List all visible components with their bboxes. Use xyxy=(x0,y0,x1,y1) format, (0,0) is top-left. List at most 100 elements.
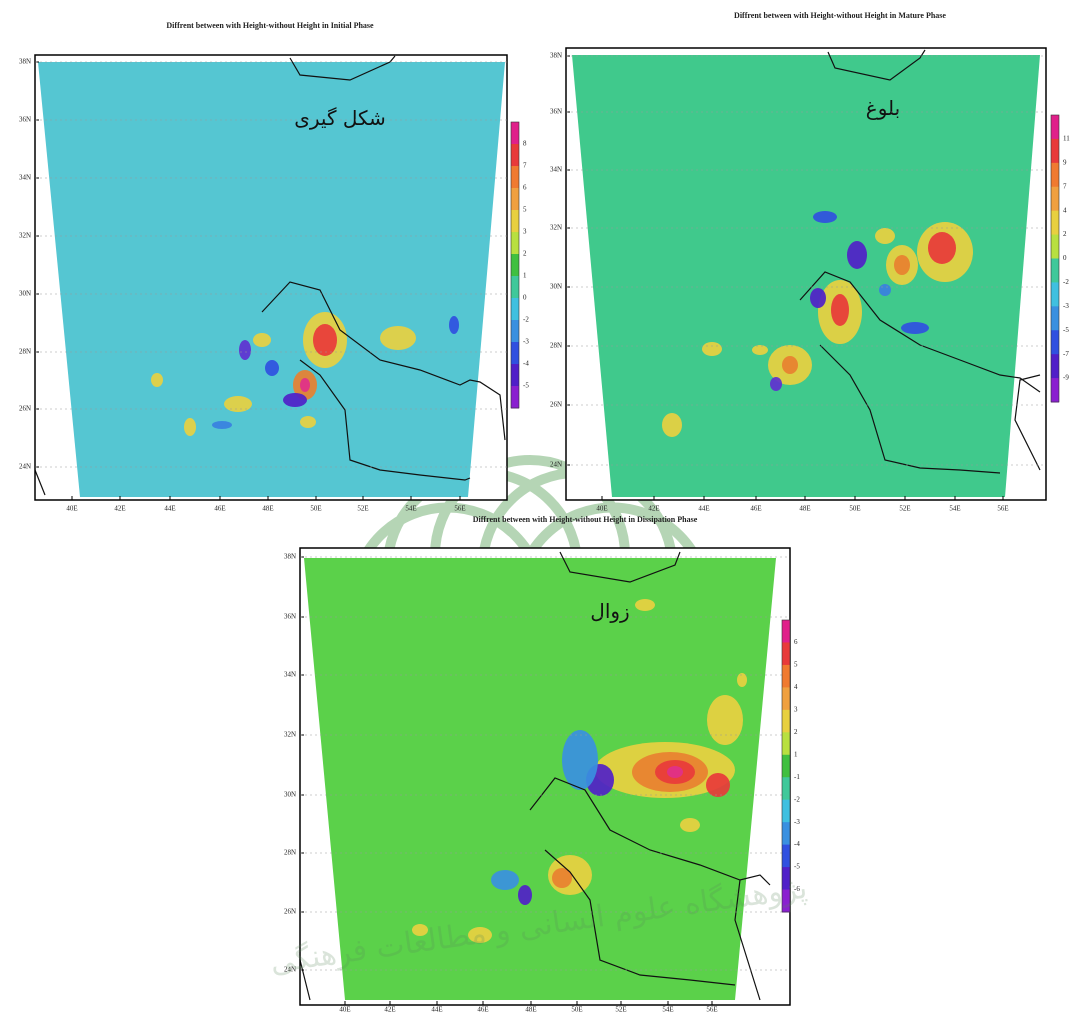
anomaly-blob xyxy=(680,818,700,832)
colorbar-segment xyxy=(782,755,790,778)
x-tick-label: 44E xyxy=(431,1006,442,1014)
x-tick-label: 52E xyxy=(899,505,910,513)
colorbar-label: 11 xyxy=(1063,135,1070,143)
anomaly-blob xyxy=(212,421,232,429)
y-tick-label: 38N xyxy=(284,553,296,561)
anomaly-blob xyxy=(253,333,271,347)
x-tick-label: 46E xyxy=(750,505,761,513)
anomaly-blob xyxy=(810,288,826,308)
colorbar-segment xyxy=(511,210,519,233)
colorbar-label: -1 xyxy=(794,773,800,781)
anomaly-blob xyxy=(702,342,722,356)
anomaly-blob xyxy=(706,773,730,797)
colorbar-segment xyxy=(782,620,790,643)
figure: Diffrent between with Height-without Hei… xyxy=(0,0,1078,1015)
map-panel: Diffrent between with Height-without Hei… xyxy=(19,21,529,513)
colorbar-segment xyxy=(782,777,790,800)
anomaly-blob xyxy=(901,322,929,334)
x-tick-label: 54E xyxy=(949,505,960,513)
anomaly-blob xyxy=(380,326,416,350)
x-tick-label: 44E xyxy=(698,505,709,513)
x-tick-label: 54E xyxy=(405,505,416,513)
anomaly-blob xyxy=(667,766,683,778)
anomaly-blob xyxy=(184,418,196,436)
anomaly-blob xyxy=(518,885,532,905)
y-tick-label: 38N xyxy=(19,58,31,66)
colorbar-label: 7 xyxy=(1063,182,1067,190)
phase-label: بلوغ xyxy=(866,96,900,120)
colorbar-segment xyxy=(511,298,519,321)
anomaly-blob xyxy=(894,255,910,275)
y-tick-label: 30N xyxy=(550,283,562,291)
anomaly-blob xyxy=(239,340,251,360)
colorbar-segment xyxy=(1051,306,1059,330)
anomaly-blob xyxy=(879,284,891,296)
colorbar-label: 0 xyxy=(523,294,527,302)
colorbar-label: -2 xyxy=(523,316,529,324)
colorbar-label: -3 xyxy=(523,338,529,346)
y-tick-label: 32N xyxy=(284,731,296,739)
anomaly-blob xyxy=(847,241,867,269)
y-tick-label: 38N xyxy=(550,52,562,60)
colorbar-segment xyxy=(511,232,519,255)
colorbar-label: -2 xyxy=(1063,278,1069,286)
colorbar-label: 6 xyxy=(523,184,527,192)
colorbar-segment xyxy=(782,822,790,845)
colorbar-label: 0 xyxy=(1063,254,1067,262)
x-tick-label: 50E xyxy=(849,505,860,513)
colorbar-segment xyxy=(1051,259,1059,283)
y-tick-label: 30N xyxy=(284,791,296,799)
colorbar-label: 3 xyxy=(794,705,798,713)
colorbar-label: -5 xyxy=(523,382,529,390)
colorbar-segment xyxy=(511,386,519,409)
x-tick-label: 50E xyxy=(310,505,321,513)
colorbar-label: 7 xyxy=(523,162,527,170)
x-tick-label: 48E xyxy=(525,1006,536,1014)
x-tick-label: 48E xyxy=(262,505,273,513)
anomaly-blob xyxy=(313,324,337,356)
map-field xyxy=(38,62,505,497)
colorbar-label: 2 xyxy=(1063,230,1067,238)
panel-title: Diffrent between with Height-without Hei… xyxy=(734,11,946,20)
x-tick-label: 56E xyxy=(454,505,465,513)
colorbar-segment xyxy=(782,687,790,710)
y-tick-label: 36N xyxy=(19,116,31,124)
anomaly-blob xyxy=(151,373,163,387)
x-tick-label: 54E xyxy=(662,1006,673,1014)
colorbar-segment xyxy=(511,166,519,189)
x-tick-label: 56E xyxy=(997,505,1008,513)
anomaly-blob xyxy=(265,360,279,376)
colorbar-segment xyxy=(1051,139,1059,163)
panel-title: Diffrent between with Height-without Hei… xyxy=(166,21,374,30)
anomaly-blob xyxy=(707,695,743,745)
colorbar-label: -9 xyxy=(1063,374,1069,382)
x-tick-label: 42E xyxy=(384,1006,395,1014)
colorbar-segment xyxy=(782,665,790,688)
y-tick-label: 28N xyxy=(284,849,296,857)
colorbar-label: -4 xyxy=(794,840,800,848)
x-tick-label: 46E xyxy=(477,1006,488,1014)
colorbar-label: 1 xyxy=(794,750,798,758)
colorbar-label: 2 xyxy=(794,728,798,736)
colorbar-segment xyxy=(782,732,790,755)
anomaly-blob xyxy=(875,228,895,244)
anomaly-blob xyxy=(782,356,798,374)
y-tick-label: 30N xyxy=(19,290,31,298)
x-tick-label: 46E xyxy=(214,505,225,513)
phase-label: شکل گیری xyxy=(294,106,386,130)
anomaly-blob xyxy=(928,232,956,264)
x-tick-label: 42E xyxy=(648,505,659,513)
colorbar-label: 6 xyxy=(794,638,798,646)
anomaly-blob xyxy=(752,345,768,355)
x-tick-label: 44E xyxy=(164,505,175,513)
anomaly-blob xyxy=(770,377,782,391)
colorbar-label: -4 xyxy=(523,360,529,368)
colorbar-segment xyxy=(1051,378,1059,402)
colorbar-label: -3 xyxy=(794,818,800,826)
panel-title: Diffrent between with Height-without Hei… xyxy=(473,515,698,524)
colorbar-segment xyxy=(511,364,519,387)
y-tick-label: 24N xyxy=(550,461,562,469)
y-tick-label: 28N xyxy=(19,348,31,356)
colorbar-segment xyxy=(1051,115,1059,139)
colorbar-segment xyxy=(1051,282,1059,306)
